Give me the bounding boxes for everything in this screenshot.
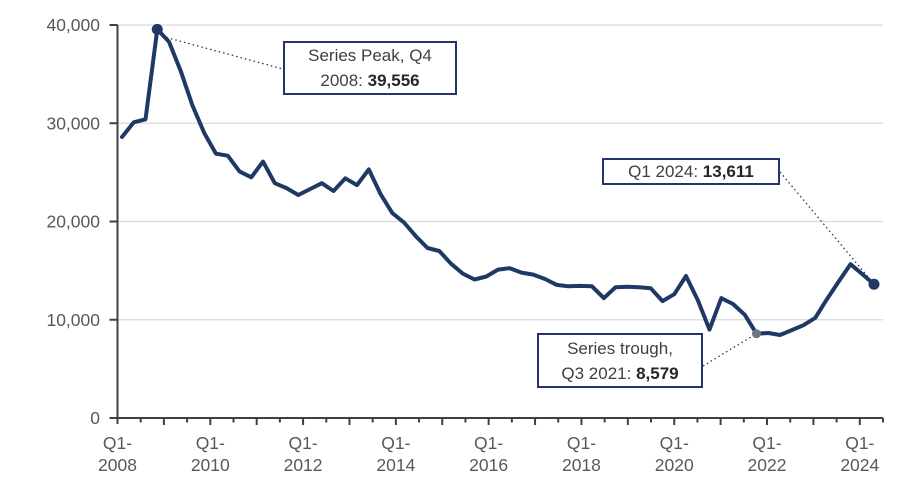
annotation-series-peak: Series Peak, Q4 2008: 39,556 bbox=[283, 41, 457, 95]
x-tick-label-year: 2012 bbox=[284, 455, 323, 475]
y-tick-label: 30,000 bbox=[46, 113, 100, 133]
annotation-latest-line1: Q1 2024: 13,611 bbox=[628, 161, 754, 181]
marker-peak bbox=[151, 23, 163, 35]
x-tick-label-year: 2022 bbox=[748, 455, 787, 475]
x-tick-label-quarter: Q1- bbox=[660, 433, 689, 453]
connector-trough bbox=[702, 336, 752, 367]
y-tick-label: 20,000 bbox=[46, 212, 100, 232]
x-tick-label-quarter: Q1- bbox=[288, 433, 317, 453]
marker-latest bbox=[868, 278, 880, 290]
peak-value: 39,556 bbox=[367, 71, 420, 90]
marker-trough bbox=[752, 329, 761, 339]
annotation-trough-line2: Q3 2021: 8,579 bbox=[561, 363, 679, 383]
x-tick-label-year: 2018 bbox=[562, 455, 601, 475]
y-tick-label: 10,000 bbox=[46, 310, 100, 330]
y-tick-label: 0 bbox=[90, 408, 100, 428]
x-tick-label-year: 2008 bbox=[98, 455, 137, 475]
latest-value: 13,611 bbox=[702, 161, 754, 181]
annotation-peak-line2: 2008: 39,556 bbox=[320, 71, 420, 90]
x-tick-label-quarter: Q1- bbox=[567, 433, 596, 453]
y-tick-label: 40,000 bbox=[46, 15, 100, 35]
trough-value: 8,579 bbox=[636, 363, 679, 383]
x-tick-label-year: 2020 bbox=[655, 455, 694, 475]
x-tick-label-year: 2016 bbox=[469, 455, 508, 475]
x-tick-label-year: 2024 bbox=[840, 455, 879, 475]
annotation-trough-line1: Series trough, bbox=[567, 338, 673, 358]
x-tick-label-quarter: Q1- bbox=[103, 433, 132, 453]
connector-latest bbox=[779, 171, 871, 280]
x-tick-label-year: 2014 bbox=[376, 455, 415, 475]
connector-peak bbox=[162, 35, 284, 70]
x-tick-label-quarter: Q1- bbox=[381, 433, 410, 453]
annotation-peak-line1: Series Peak, Q4 bbox=[308, 46, 432, 65]
x-tick-label-quarter: Q1- bbox=[474, 433, 503, 453]
x-tick-label-year: 2010 bbox=[191, 455, 230, 475]
data-series-line bbox=[120, 27, 876, 337]
annotation-series-trough: Series trough, Q3 2021: 8,579 bbox=[537, 333, 703, 388]
x-tick-label-quarter: Q1- bbox=[196, 433, 225, 453]
x-tick-label-quarter: Q1- bbox=[845, 433, 874, 453]
annotation-latest-value: Q1 2024: 13,611 bbox=[602, 158, 780, 185]
x-tick-label-quarter: Q1- bbox=[752, 433, 781, 453]
